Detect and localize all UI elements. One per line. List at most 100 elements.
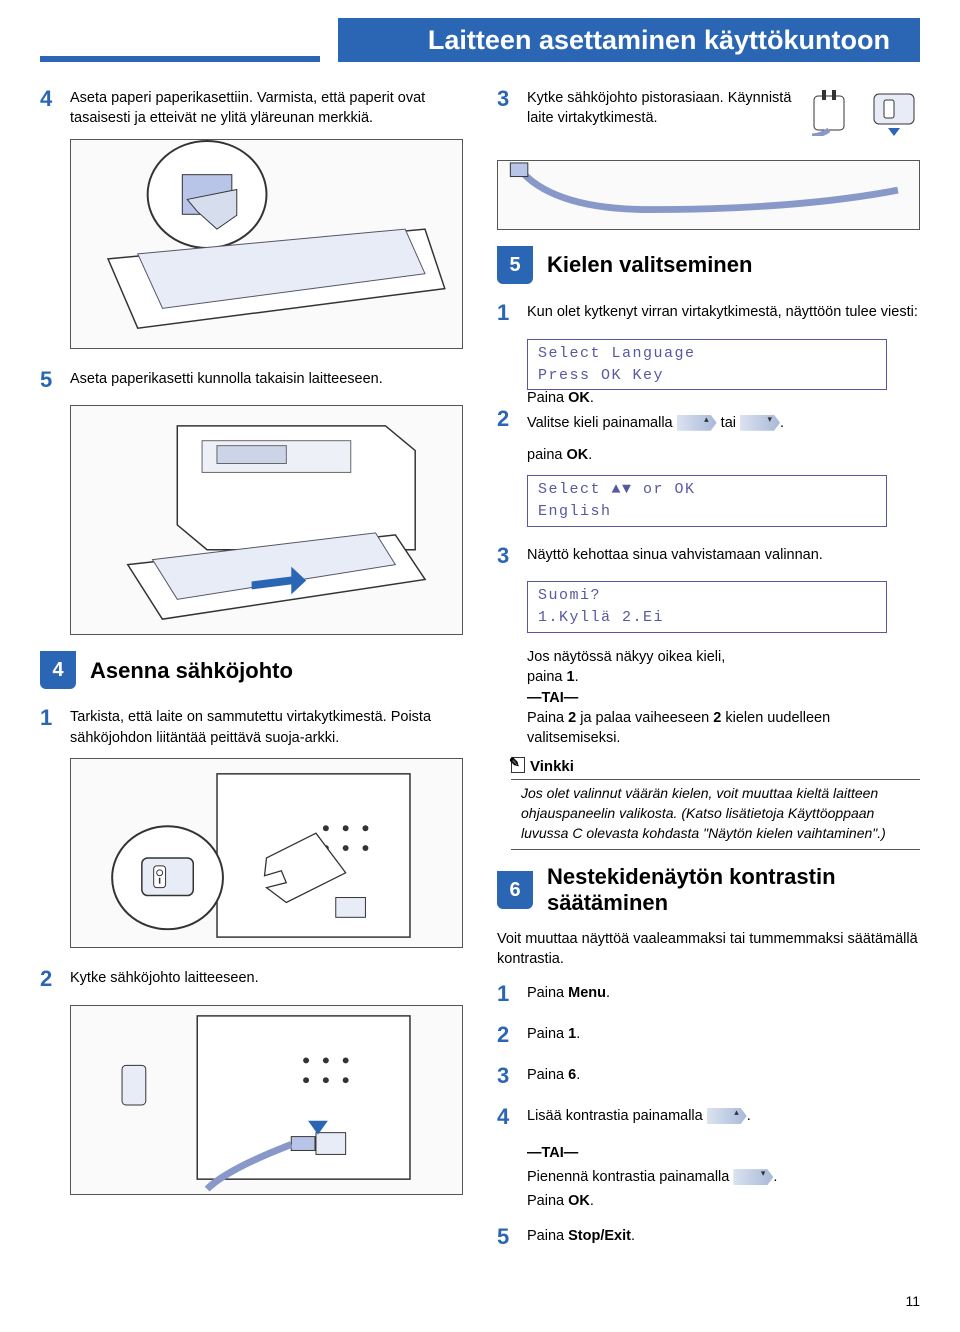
- step-s6-4: 4 Lisää kontrastia painamalla .: [497, 1102, 920, 1133]
- step-body: Aseta paperikasetti kunnolla takaisin la…: [70, 365, 463, 389]
- txt: .: [773, 1169, 777, 1185]
- step-s5-1: 1 Kun olet kytkenyt virran virtakytkimes…: [497, 298, 920, 329]
- step-num: 4: [497, 1102, 527, 1133]
- step-s5-3: 3 Näyttö kehottaa sinua vahvistamaan val…: [497, 541, 920, 572]
- step-num: 1: [497, 979, 527, 1010]
- step-s6-3: 3 Paina 6.: [497, 1061, 920, 1092]
- step-num: 5: [40, 365, 70, 396]
- step-right-3: 3 Kytke sähköjohto pistorasiaan. Käynnis…: [497, 84, 920, 136]
- page-header: Laitteen asettaminen käyttökuntoon: [40, 18, 920, 66]
- header-stub: [40, 56, 320, 62]
- txt: ja palaa vaiheeseen: [576, 710, 713, 726]
- step-body: Paina OK. Valitse kieli painamalla tai .…: [527, 384, 920, 465]
- txt: .: [780, 415, 784, 431]
- step-body: Paina Stop/Exit.: [527, 1222, 920, 1246]
- step-num: 3: [497, 541, 527, 572]
- lcd-3: Suomi? 1.Kyllä 2.Ei: [527, 581, 887, 633]
- illustration-cable-path: [497, 160, 920, 230]
- section-4-head: 4 Asenna sähköjohto: [40, 651, 463, 689]
- illustration-plug-cable: [70, 1005, 463, 1195]
- txt: Paina: [527, 710, 568, 726]
- step-s4-2: 2 Kytke sähköjohto laitteeseen.: [40, 964, 463, 995]
- txt: Paina: [527, 1067, 568, 1083]
- step-body: Kytke sähköjohto pistorasiaan. Käynnistä…: [527, 84, 920, 136]
- page-number: 11: [40, 1292, 920, 1312]
- vinkki-head: Vinkki: [511, 756, 920, 780]
- ok-bold: OK: [568, 390, 590, 406]
- step-num: 2: [497, 1020, 527, 1051]
- illustration-power-switch: [70, 758, 463, 948]
- after-lcd3: Jos näytössä näkyy oikea kieli, paina 1.…: [527, 647, 920, 748]
- step-body: Kun olet kytkenyt virran virtakytkimestä…: [527, 298, 920, 322]
- illustration-insert-tray: [70, 405, 463, 635]
- lcd-line: English: [538, 501, 876, 523]
- columns: 4 Aseta paperi paperikasettiin. Varmista…: [40, 84, 920, 1262]
- txt: .: [576, 1067, 580, 1083]
- lcd-1: Select Language Press OK Key: [527, 339, 887, 391]
- step-num: 2: [497, 404, 527, 435]
- step-body: Paina Menu.: [527, 979, 920, 1003]
- step-s5-2: 2 Paina OK. Valitse kieli painamalla tai…: [497, 404, 920, 465]
- txt: paina: [527, 669, 567, 685]
- arrow-up-icon: [677, 415, 717, 431]
- section-5-head: 5 Kielen valitseminen: [497, 246, 920, 284]
- txt: Valitse kieli painamalla: [527, 415, 677, 431]
- txt: tai: [717, 415, 740, 431]
- step-num: 2: [40, 964, 70, 995]
- b: Stop/Exit: [568, 1228, 631, 1244]
- lcd-line: Suomi?: [538, 585, 876, 607]
- section-title: Kielen valitseminen: [547, 252, 752, 277]
- vinkki-label: Vinkki: [530, 758, 574, 775]
- step-s4-1: 1 Tarkista, että laite on sammutettu vir…: [40, 703, 463, 748]
- section-num: 4: [40, 651, 76, 689]
- b: Menu: [568, 985, 606, 1001]
- txt: .: [747, 1108, 751, 1124]
- txt: .: [631, 1228, 635, 1244]
- note-icon: [511, 757, 525, 773]
- step-text: Kytke sähköjohto pistorasiaan. Käynnistä…: [527, 90, 791, 126]
- lcd-line: 1.Kyllä 2.Ei: [538, 607, 876, 629]
- lcd-line: Select Language: [538, 343, 876, 365]
- page-title: Laitteen asettaminen käyttökuntoon: [338, 18, 920, 62]
- step-num: 3: [497, 84, 527, 115]
- right-column: 3 Kytke sähköjohto pistorasiaan. Käynnis…: [497, 84, 920, 1262]
- b: OK: [568, 1193, 590, 1209]
- txt: .: [576, 1026, 580, 1042]
- s6-intro: Voit muuttaa näyttöä vaaleammaksi tai tu…: [497, 929, 920, 970]
- vinkki-body: Jos olet valinnut väärän kielen, voit mu…: [521, 784, 920, 843]
- section-6-head: 6 Nestekidenäytön kontrastin säätäminen: [497, 864, 920, 915]
- step-body: Tarkista, että laite on sammutettu virta…: [70, 703, 463, 748]
- txt: .: [588, 447, 592, 463]
- step-left-5: 5 Aseta paperikasetti kunnolla takaisin …: [40, 365, 463, 396]
- lcd-line: Select ▲▼ or OK: [538, 479, 876, 501]
- ok-bold: OK: [567, 447, 589, 463]
- step-left-4: 4 Aseta paperi paperikasettiin. Varmista…: [40, 84, 463, 129]
- txt: Pienennä kontrastia painamalla: [527, 1169, 733, 1185]
- txt: .: [590, 390, 594, 406]
- step-s6-5: 5 Paina Stop/Exit.: [497, 1222, 920, 1253]
- section-num: 5: [497, 246, 533, 284]
- b: 1: [568, 1026, 576, 1042]
- arrow-up-icon: [707, 1108, 747, 1124]
- left-column: 4 Aseta paperi paperikasettiin. Varmista…: [40, 84, 463, 1262]
- vinkki-end: [511, 849, 920, 850]
- section-title: Asenna sähköjohto: [90, 658, 293, 683]
- txt: Paina: [527, 1228, 568, 1244]
- lcd-2: Select ▲▼ or OK English: [527, 475, 887, 527]
- txt: .: [575, 669, 579, 685]
- step-body: Lisää kontrastia painamalla .: [527, 1102, 920, 1126]
- step-num: 1: [40, 703, 70, 734]
- step-s6-2: 2 Paina 1.: [497, 1020, 920, 1051]
- step-body: Paina 1.: [527, 1020, 920, 1044]
- step-body: Aseta paperi paperikasettiin. Varmista, …: [70, 84, 463, 129]
- b: 1: [567, 669, 575, 685]
- section-title: Nestekidenäytön kontrastin säätäminen: [547, 864, 920, 915]
- step-num: 3: [497, 1061, 527, 1092]
- b: 6: [568, 1067, 576, 1083]
- illustration-paper-tray: [70, 139, 463, 349]
- txt: Paina: [527, 390, 568, 406]
- step-num: 1: [497, 298, 527, 329]
- txt: Jos näytössä näkyy oikea kieli,: [527, 647, 920, 667]
- arrow-down-icon: [733, 1169, 773, 1185]
- b: 2: [568, 710, 576, 726]
